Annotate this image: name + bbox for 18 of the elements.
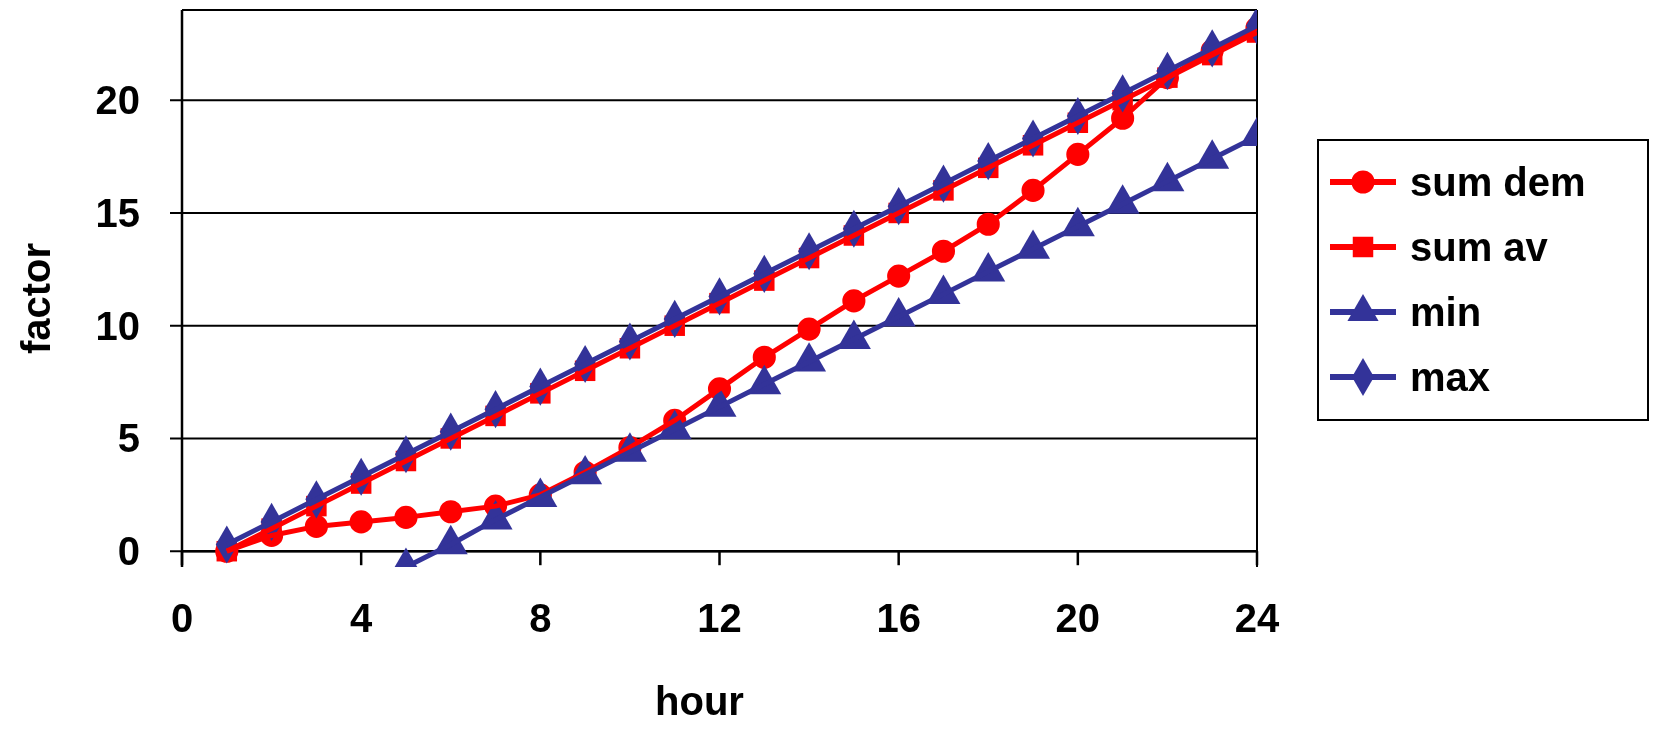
y-tick-label: 20 (95, 78, 140, 123)
y-tick-label: 10 (95, 303, 140, 348)
x-tick-label: 0 (170, 596, 194, 640)
x-tick-label: 4 (350, 596, 374, 640)
x-tick-label: 12 (697, 596, 742, 640)
legend-label: sum av (1410, 225, 1549, 269)
y-axis-title: factor (14, 242, 58, 355)
y-tick-label: 15 (95, 190, 140, 235)
y-tick-label: 5 (117, 416, 140, 461)
y-tick-label: 0 (117, 529, 140, 574)
legend-label: sum dem (1410, 160, 1586, 204)
legend-label: max (1410, 355, 1491, 399)
legend-label: min (1410, 290, 1482, 334)
x-tick-label: 24 (1234, 596, 1280, 640)
x-axis-title: hour (655, 679, 744, 723)
x-tick-label: 20 (1055, 596, 1101, 640)
x-tick-label: 16 (876, 596, 921, 640)
x-tick-label: 8 (529, 596, 552, 640)
